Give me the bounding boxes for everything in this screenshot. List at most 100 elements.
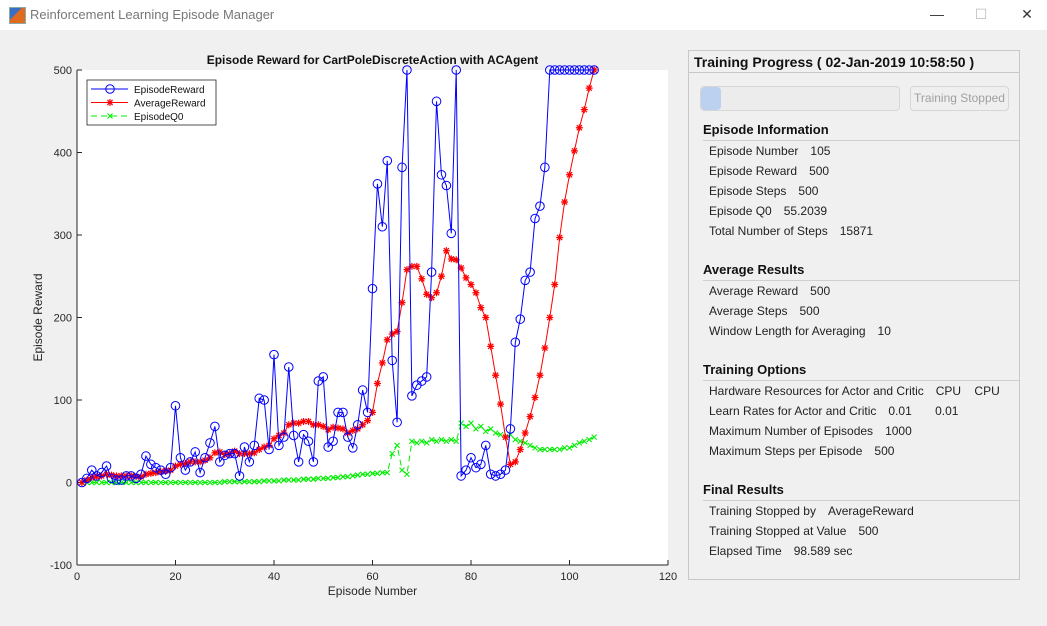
data-point (160, 469, 171, 480)
data-point (456, 471, 466, 481)
data-point (274, 440, 284, 451)
info-label: Training Stopped by (709, 504, 816, 518)
data-point (132, 473, 140, 481)
data-point (408, 262, 416, 270)
data-point (571, 442, 578, 449)
info-row: Episode Steps 500 (709, 184, 818, 198)
data-point (126, 471, 136, 481)
data-point (309, 421, 317, 429)
data-point (377, 221, 388, 232)
data-point (190, 447, 200, 457)
data-point (428, 294, 436, 302)
training-progress-bar (700, 86, 900, 111)
data-point (545, 65, 555, 75)
data-point (551, 446, 558, 453)
data-point (457, 264, 465, 272)
x-tick-label: 120 (659, 571, 677, 583)
data-point (546, 446, 553, 453)
data-point (239, 442, 250, 452)
data-point (269, 349, 279, 360)
data-point (121, 471, 132, 481)
data-point (152, 469, 160, 477)
info-value: 15871 (839, 224, 874, 238)
data-point (559, 65, 570, 75)
data-point (290, 477, 297, 483)
data-point (88, 474, 96, 482)
data-point (295, 419, 303, 427)
data-point (308, 457, 319, 467)
data-point (580, 106, 588, 114)
data-point (497, 400, 505, 408)
data-point (192, 479, 199, 486)
data-point (241, 478, 248, 485)
data-point (357, 385, 368, 395)
close-button[interactable]: ✕ (1021, 6, 1033, 22)
data-point (215, 457, 225, 467)
data-point (463, 423, 469, 430)
data-point (585, 84, 593, 92)
data-point (82, 473, 92, 484)
data-point (393, 328, 401, 336)
data-point (378, 359, 386, 367)
data-point (240, 450, 248, 458)
data-point (300, 417, 308, 425)
data-point (364, 417, 372, 425)
info-label: Episode Number (709, 144, 799, 158)
data-point (423, 290, 431, 298)
data-point (418, 438, 425, 445)
info-value: 1000 (885, 424, 912, 438)
data-point (389, 450, 396, 457)
data-point (477, 423, 484, 430)
info-label: Elapsed Time (709, 544, 782, 558)
maximize-button[interactable]: ☐ (974, 6, 988, 22)
data-point (576, 440, 583, 446)
data-point (441, 180, 452, 191)
data-point (436, 169, 447, 180)
section-divider (703, 380, 1019, 381)
data-point (210, 421, 220, 432)
data-point (339, 425, 347, 433)
data-point (83, 476, 91, 484)
data-point (433, 438, 440, 445)
section-title: Training Options (703, 362, 807, 377)
data-point (501, 433, 509, 441)
data-point (224, 448, 235, 459)
data-point (537, 446, 543, 453)
data-point (530, 213, 540, 224)
data-point (333, 407, 343, 418)
y-tick-label: 200 (54, 313, 72, 325)
training-stopped-button[interactable]: Training Stopped (910, 86, 1009, 111)
data-point (452, 256, 460, 264)
info-value: 55.2039 (783, 204, 828, 218)
data-point (195, 467, 205, 478)
data-point (202, 479, 208, 486)
x-tick-label: 0 (74, 571, 80, 583)
data-point (200, 452, 210, 463)
data-point (167, 466, 175, 474)
data-point (162, 479, 169, 486)
section-divider (703, 280, 1019, 281)
data-point (216, 479, 223, 486)
info-label: Average Steps (709, 304, 788, 318)
data-point (442, 247, 450, 255)
x-tick-label: 100 (560, 571, 578, 583)
data-point (151, 462, 161, 473)
data-point (453, 438, 460, 445)
data-point (234, 471, 245, 481)
data-point (413, 440, 420, 446)
info-row: Average Steps 500 (709, 304, 820, 318)
data-point (259, 395, 269, 405)
x-tick-label: 20 (169, 571, 181, 583)
data-point (473, 425, 479, 432)
info-label: Maximum Steps per Episode (709, 444, 863, 458)
data-point (423, 440, 430, 446)
data-point (426, 267, 437, 277)
minimize-button[interactable]: — (930, 6, 944, 22)
data-point (531, 394, 539, 402)
data-point (512, 436, 519, 443)
data-point (492, 430, 499, 436)
data-point (482, 314, 490, 321)
data-point (438, 436, 445, 443)
data-point (157, 479, 164, 486)
info-value: CPU CPU (935, 384, 1000, 398)
